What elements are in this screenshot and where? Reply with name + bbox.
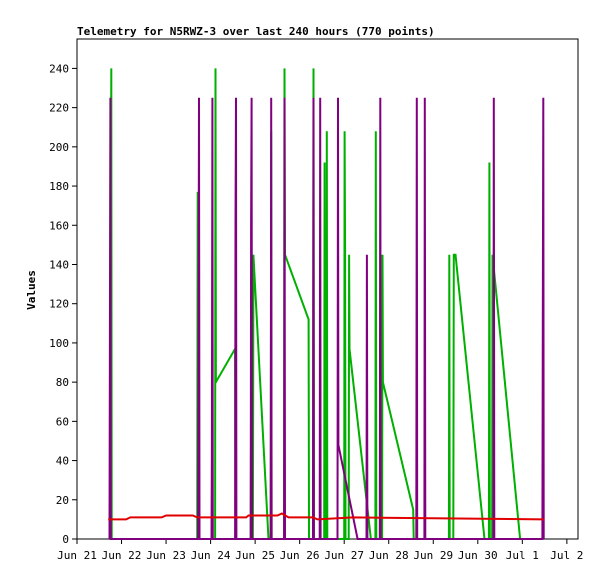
x-tick-label: Jul 2 [550,549,583,562]
y-tick-label: 160 [49,219,69,232]
x-tick-label: Jun 21 [57,549,97,562]
y-tick-label: 240 [49,62,69,75]
x-tick-label: Jun 27 [324,549,364,562]
chart-title: Telemetry for N5RWZ-3 over last 240 hour… [77,25,435,38]
x-tick-label: Jun 30 [458,549,498,562]
x-tick-label: Jun 22 [102,549,142,562]
x-tick-label: Jun 25 [235,549,275,562]
y-tick-label: 60 [56,415,69,428]
y-tick-label: 180 [49,180,69,193]
y-axis-label: Values [25,270,38,310]
y-tick-label: 120 [49,298,69,311]
y-tick-label: 140 [49,258,69,271]
x-tick-label: Jun 29 [413,549,453,562]
series-layer [108,68,545,540]
x-axis: Jun 21 Jun 22 Jun 23 Jun 24 Jun 25 Jun 26 Jun … [57,539,583,562]
x-tick-label: Jul 1 [506,549,539,562]
x-tick-label: Jun 26 [280,549,320,562]
series-line-1 [108,97,545,540]
y-tick-label: 0 [62,533,69,546]
y-tick-label: 40 [56,455,69,468]
y-axis: 0 20 40 60 80 100 120 140 160 180 200 220 240 [49,62,77,546]
x-tick-label: Jun 23 [146,549,186,562]
y-tick-label: 80 [56,376,69,389]
y-tick-label: 20 [56,494,69,507]
y-tick-label: 100 [49,337,69,350]
y-tick-label: 200 [49,141,69,154]
series-line-2 [108,512,544,521]
x-tick-label: Jun 24 [191,549,231,562]
y-tick-label: 220 [49,102,69,115]
series-line-0 [109,68,522,540]
x-tick-label: Jun 28 [369,549,409,562]
